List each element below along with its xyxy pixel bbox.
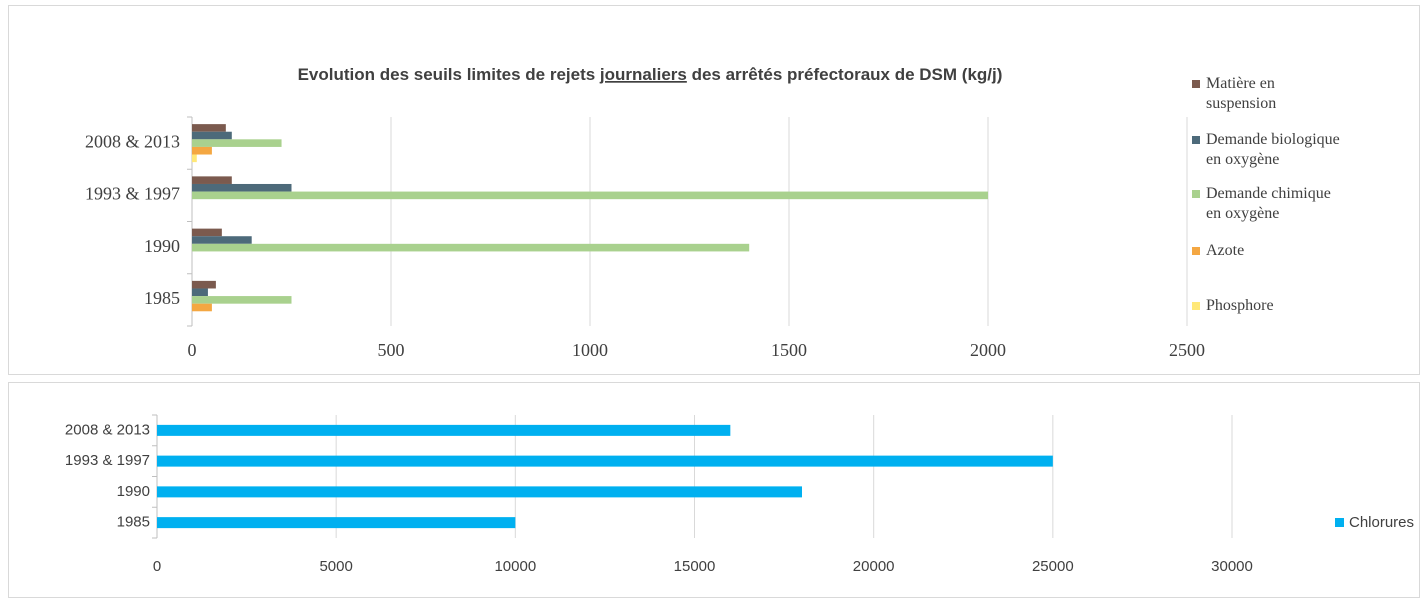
legend-swatch bbox=[1192, 190, 1200, 198]
x-tick-label: 2500 bbox=[1169, 340, 1205, 360]
bar bbox=[192, 183, 292, 192]
bar bbox=[192, 280, 216, 289]
bar bbox=[192, 228, 222, 237]
x-tick-label: 1500 bbox=[771, 340, 807, 360]
y-tick-label: 1985 bbox=[117, 514, 150, 531]
chart-frame bbox=[8, 382, 1420, 598]
y-tick-label: 2008 & 2013 bbox=[85, 131, 180, 151]
y-tick-label: 2008 & 2013 bbox=[65, 421, 150, 438]
x-tick-label: 30000 bbox=[1211, 558, 1253, 575]
legend-item: Azote bbox=[1192, 241, 1346, 261]
bar bbox=[192, 154, 197, 163]
bar bbox=[192, 303, 212, 312]
x-tick-label: 2000 bbox=[970, 340, 1006, 360]
y-tick-label: 1993 & 1997 bbox=[85, 184, 180, 204]
legend-swatch bbox=[1192, 136, 1200, 144]
legend-swatch bbox=[1192, 80, 1200, 88]
bar bbox=[192, 131, 232, 140]
legend-label: Matière en suspension bbox=[1206, 75, 1277, 112]
bar bbox=[192, 191, 988, 200]
x-tick-label: 10000 bbox=[494, 558, 536, 575]
legend-swatch bbox=[1192, 302, 1200, 310]
legend-label: Demande chimique en oxygène bbox=[1206, 185, 1331, 222]
legend-swatch bbox=[1335, 518, 1344, 527]
chart-frame bbox=[8, 5, 1420, 375]
bar bbox=[192, 176, 232, 184]
bar bbox=[157, 455, 1053, 467]
y-tick-label: 1993 & 1997 bbox=[65, 452, 150, 469]
x-tick-label: 1000 bbox=[572, 340, 608, 360]
title-part: Evolution des seuils limites de rejets bbox=[298, 65, 600, 84]
bar bbox=[157, 486, 802, 498]
legend-label: Chlorures bbox=[1349, 514, 1415, 531]
y-tick-label: 1990 bbox=[117, 483, 150, 500]
legend-swatch bbox=[1192, 247, 1200, 255]
bar bbox=[192, 288, 208, 297]
legend-label: Phosphore bbox=[1206, 297, 1274, 314]
x-tick-label: 25000 bbox=[1032, 558, 1074, 575]
bar bbox=[157, 424, 731, 436]
legend-item: Phosphore bbox=[1192, 296, 1346, 316]
bar bbox=[192, 146, 212, 155]
bar bbox=[192, 243, 750, 252]
legend-item: Chlorures bbox=[1335, 514, 1414, 531]
title-part: des arrêtés préfectoraux de DSM (kg/j) bbox=[687, 65, 1003, 84]
legend-item: Demande chimique en oxygène bbox=[1192, 184, 1346, 224]
chart-title: Evolution des seuils limites de rejets j… bbox=[298, 65, 1003, 84]
x-tick-label: 5000 bbox=[319, 558, 352, 575]
bar bbox=[192, 124, 226, 132]
legend-label: Demande biologique en oxygène bbox=[1206, 131, 1340, 168]
bar bbox=[192, 236, 252, 244]
x-tick-label: 0 bbox=[153, 558, 161, 575]
bar bbox=[192, 139, 282, 147]
x-tick-label: 15000 bbox=[674, 558, 716, 575]
legend-item: Demande biologique en oxygène bbox=[1192, 130, 1346, 170]
x-tick-label: 20000 bbox=[853, 558, 895, 575]
y-tick-label: 1990 bbox=[144, 236, 180, 256]
legend-label: Azote bbox=[1206, 242, 1245, 259]
bar bbox=[192, 296, 292, 304]
x-tick-label: 500 bbox=[378, 340, 405, 360]
legend-item: Matière en suspension bbox=[1192, 74, 1346, 114]
title-part: journaliers bbox=[599, 65, 687, 84]
x-tick-label: 0 bbox=[188, 340, 197, 360]
bar bbox=[157, 517, 516, 529]
y-tick-label: 1985 bbox=[144, 288, 180, 308]
